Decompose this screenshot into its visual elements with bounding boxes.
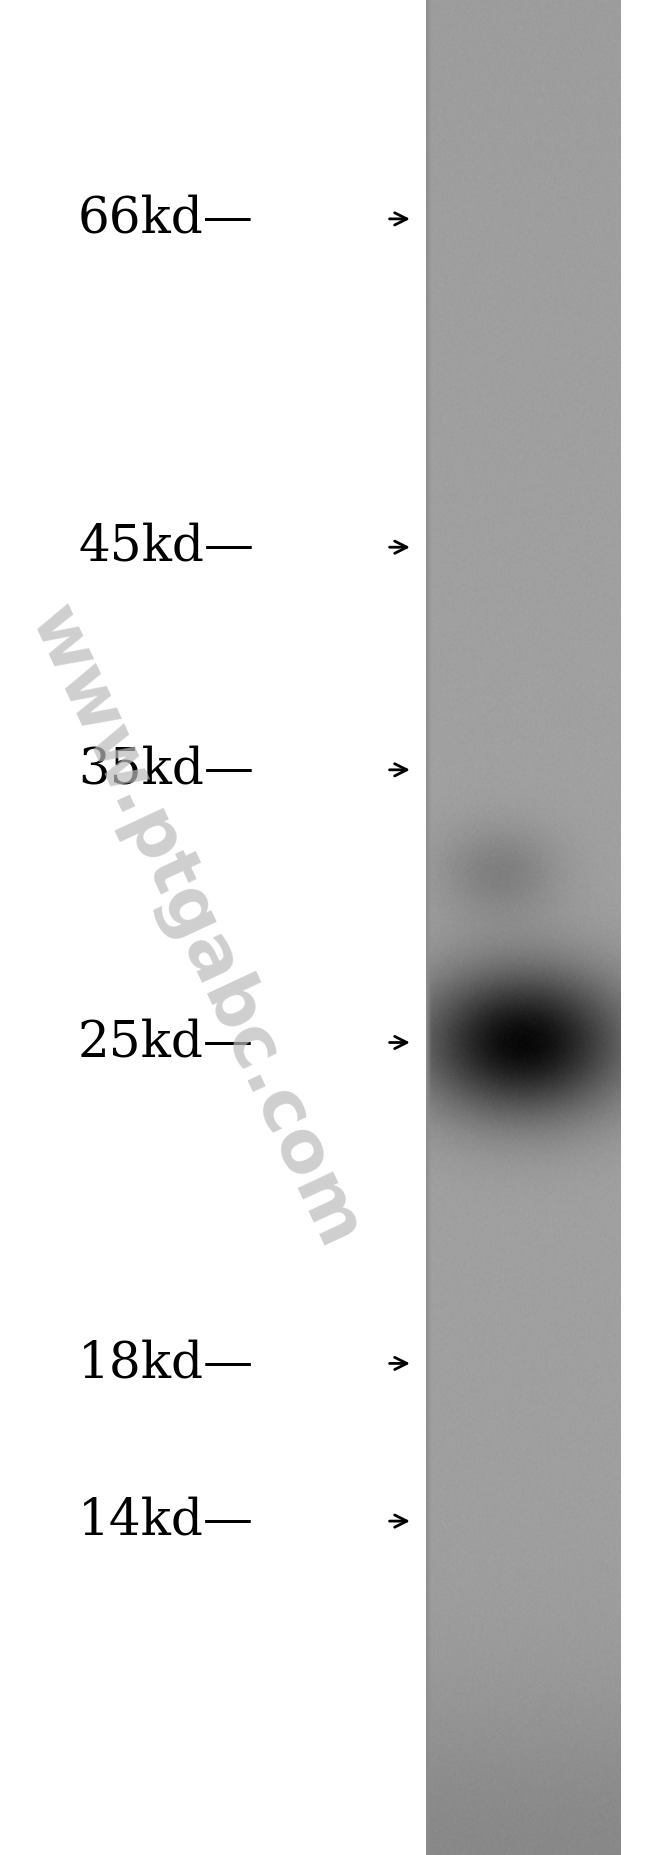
Text: 45kd—: 45kd—	[78, 523, 254, 571]
Text: 35kd—: 35kd—	[78, 746, 254, 794]
Bar	[621, 0, 650, 1855]
Text: www.ptgabc.com: www.ptgabc.com	[16, 595, 374, 1260]
Text: 25kd—: 25kd—	[78, 1018, 254, 1067]
Bar	[0, 0, 426, 1855]
Text: 66kd—: 66kd—	[78, 195, 254, 243]
Text: 14kd—: 14kd—	[78, 1497, 254, 1545]
Text: 18kd—: 18kd—	[78, 1339, 254, 1388]
